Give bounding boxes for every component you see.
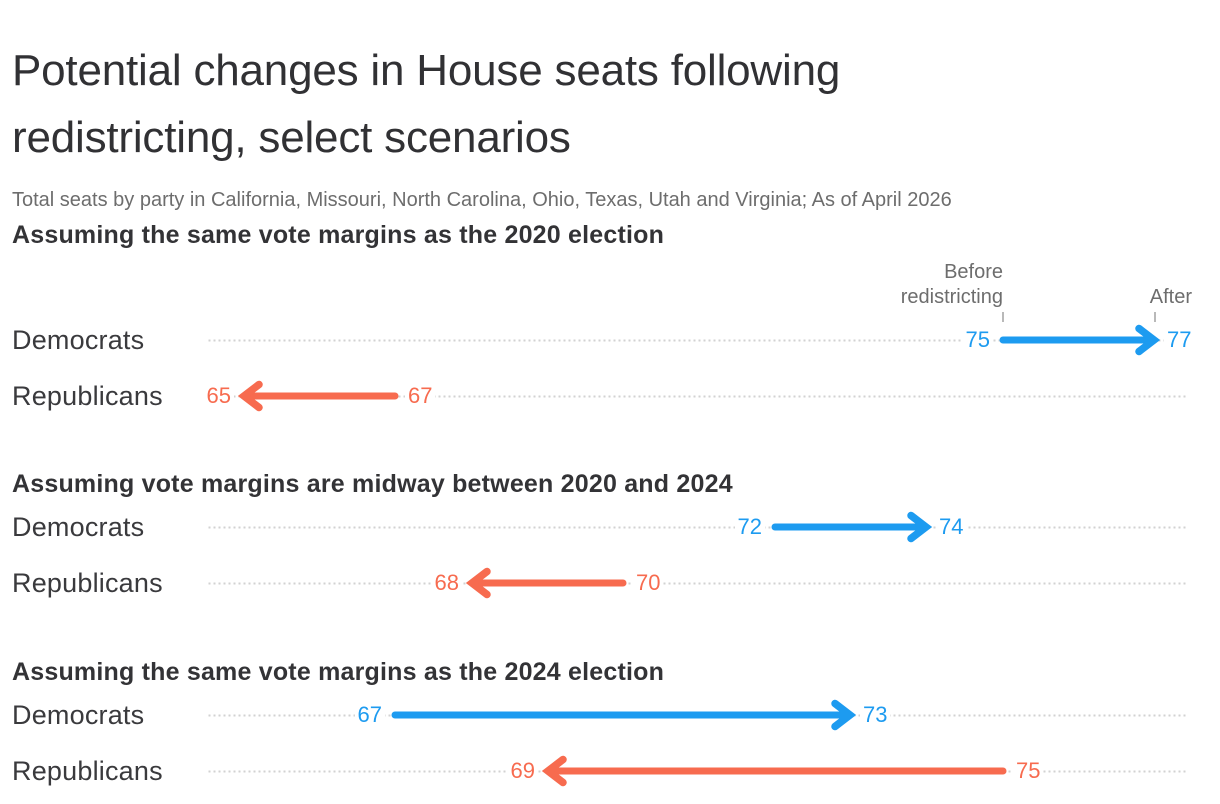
after-value: 77 (1164, 327, 1195, 353)
arrow-head (831, 699, 857, 731)
row-track: 67 65 (203, 368, 1188, 424)
before-value: 75 (962, 327, 993, 353)
party-label: Republicans (12, 755, 163, 786)
chart-title: Potential changes in House seats followi… (12, 46, 841, 163)
after-value: 73 (860, 702, 891, 728)
before-value: 72 (734, 514, 765, 540)
arrow-head (1135, 324, 1161, 356)
after-tick (1154, 312, 1156, 322)
before-redistricting-label: Before redistricting (900, 261, 1003, 308)
scenario-heading: Assuming the same vote margins as the 20… (12, 658, 665, 686)
axis-column-headers: Before redistricting After (12, 250, 1192, 322)
arrow-head (465, 567, 491, 599)
after-value: 68 (431, 570, 462, 596)
scenario-heading: Assuming vote margins are midway between… (12, 470, 733, 498)
scenario-section: Assuming vote margins are midway between… (12, 469, 1188, 611)
dotted-gridline (207, 582, 1188, 585)
arrow-head (237, 380, 263, 412)
chart-row: Democrats 72 74 (12, 499, 1188, 555)
chart-row: Republicans 67 65 (12, 368, 1188, 424)
chart-row: Democrats 75 77 (12, 312, 1195, 368)
change-arrow-svg (391, 699, 857, 731)
chart-row: Republicans 70 68 (12, 555, 1188, 611)
arrow-head (907, 511, 933, 543)
row-track: 67 73 (207, 687, 1188, 743)
change-arrow-svg (237, 380, 399, 412)
dotted-gridline (207, 526, 1188, 529)
row-track: 70 68 (207, 555, 1188, 611)
dotted-gridline (207, 339, 1188, 342)
row-track: 75 77 (207, 312, 1195, 368)
dotted-gridline (207, 395, 1188, 398)
before-value: 75 (1013, 758, 1044, 784)
before-value: 67 (354, 702, 385, 728)
row-track: 72 74 (207, 499, 1188, 555)
party-label: Democrats (12, 699, 145, 730)
after-value: 65 (203, 383, 234, 409)
party-label: Democrats (12, 324, 145, 355)
party-label: Republicans (12, 380, 163, 411)
row-track: 75 69 (207, 743, 1188, 799)
scenario-section: Assuming the same vote margins as the 20… (12, 657, 1188, 799)
before-value: 70 (633, 570, 664, 596)
change-arrow-svg (999, 324, 1161, 356)
change-arrow-svg (465, 567, 627, 599)
chart-row: Democrats 67 73 (12, 687, 1188, 743)
arrow-head (541, 755, 567, 787)
after-value: 74 (936, 514, 967, 540)
scenario-section: Assuming the same vote margins as the 20… (12, 220, 1195, 424)
party-label: Republicans (12, 567, 163, 598)
before-value: 67 (405, 383, 436, 409)
chart-row: Republicans 75 69 (12, 743, 1188, 799)
after-value: 69 (507, 758, 538, 784)
before-tick (1002, 312, 1004, 322)
chart-subtitle: Total seats by party in California, Miss… (12, 189, 952, 211)
scenario-heading: Assuming the same vote margins as the 20… (12, 221, 665, 249)
after-label: After (1149, 286, 1192, 308)
change-arrow-svg (771, 511, 933, 543)
party-label: Democrats (12, 511, 145, 542)
change-arrow-svg (541, 755, 1007, 787)
